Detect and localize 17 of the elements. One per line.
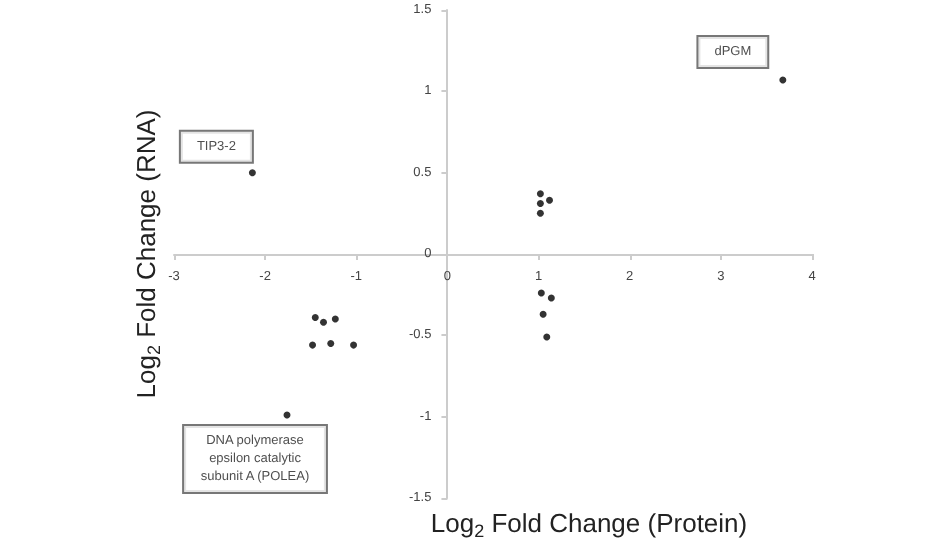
- point: [536, 190, 544, 198]
- point: [319, 318, 327, 326]
- point: [309, 341, 317, 349]
- point: [543, 333, 551, 341]
- y-axis-title: Log2 Fold Change (RNA): [131, 109, 165, 399]
- point: [327, 339, 335, 347]
- point: [546, 196, 554, 204]
- point: [536, 209, 544, 217]
- point: [248, 169, 256, 177]
- point: [536, 200, 544, 208]
- point: [350, 341, 358, 349]
- point: [779, 76, 787, 84]
- point: [331, 315, 339, 323]
- point: [547, 294, 555, 302]
- point: [537, 289, 545, 297]
- point: [311, 313, 319, 321]
- point: [539, 310, 547, 318]
